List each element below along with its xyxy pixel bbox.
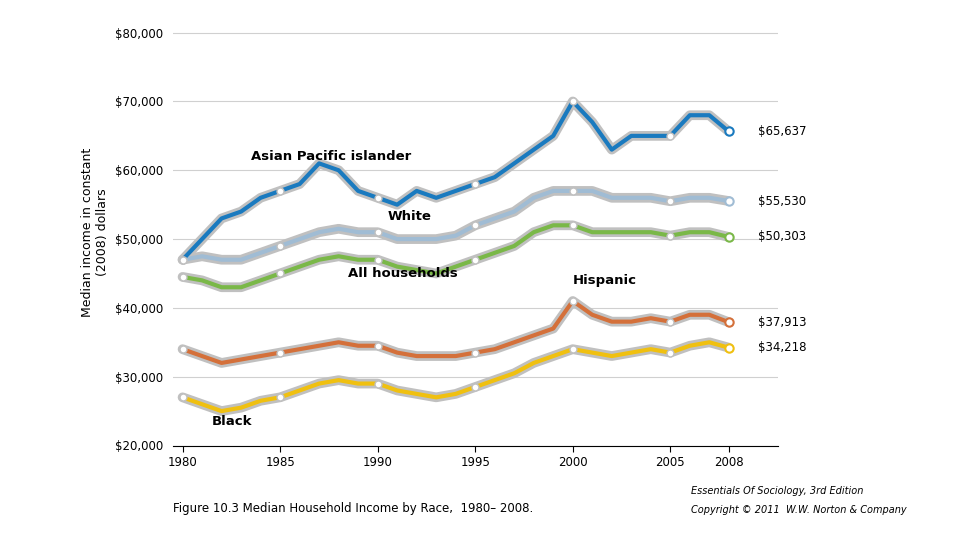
Text: $55,530: $55,530 xyxy=(758,194,806,207)
Text: Figure 10.3 Median Household Income by Race,  1980– 2008.: Figure 10.3 Median Household Income by R… xyxy=(173,502,533,515)
Text: $65,637: $65,637 xyxy=(758,125,806,138)
Text: All households: All households xyxy=(348,267,458,280)
Y-axis label: Median income in constant
(2008) dollars: Median income in constant (2008) dollars xyxy=(82,147,109,317)
Text: Hispanic: Hispanic xyxy=(573,274,636,287)
Text: Copyright © 2011  W.W. Norton & Company: Copyright © 2011 W.W. Norton & Company xyxy=(691,505,907,515)
Text: White: White xyxy=(388,210,431,223)
Text: Black: Black xyxy=(212,415,252,428)
Text: Essentials Of Sociology, 3rd Edition: Essentials Of Sociology, 3rd Edition xyxy=(691,486,864,496)
Text: Asian Pacific islander: Asian Pacific islander xyxy=(251,150,411,163)
Text: $37,913: $37,913 xyxy=(758,316,806,329)
Text: $50,303: $50,303 xyxy=(758,231,806,244)
Text: $34,218: $34,218 xyxy=(758,341,806,354)
